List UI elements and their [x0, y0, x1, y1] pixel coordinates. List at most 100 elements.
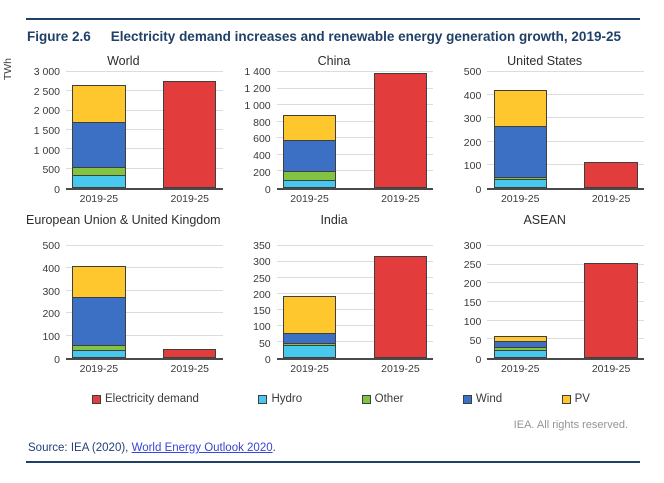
chart-title: India	[320, 213, 348, 227]
y-tick-label: 400	[42, 262, 60, 275]
y-axis-tick-labels: 0 50 100 150 200 250 300	[445, 240, 487, 366]
bar-segment-hydro	[282, 179, 337, 188]
y-tick-label: 400	[463, 89, 482, 102]
hydro-swatch-icon	[258, 394, 268, 404]
chart-title: ASEAN	[523, 213, 566, 227]
gridline	[276, 325, 434, 326]
source-prefix: Source: IEA (2020),	[28, 442, 132, 454]
bar-segment-electricity-demand	[584, 263, 638, 358]
y-tick-label: 300	[42, 285, 60, 298]
stacked-renewables-bar	[282, 115, 337, 188]
stacked-renewables-bar	[493, 336, 547, 358]
bar-segment-hydro	[72, 350, 126, 358]
plot-area	[487, 71, 644, 190]
electricity-demand-bar	[163, 348, 217, 358]
stacked-renewables-bar	[493, 90, 547, 188]
y-axis-tick-labels: 0 50 100 150 200 250 300 350	[235, 240, 277, 366]
electricity-demand-swatch-icon	[92, 394, 101, 404]
charts-area: TWh World 0 500 1 000 1 500 2 000 2 500 3 000 20…	[0, 44, 664, 377]
x-axis-tick-labels: 2019-25 2019-25	[277, 190, 434, 207]
gridline	[276, 277, 434, 278]
figure-label: Figure 2.6	[27, 29, 91, 44]
chart-title: World	[107, 54, 140, 68]
x-tick-label: 2019-25	[170, 363, 210, 375]
x-tick-label: 2019-25	[381, 363, 420, 375]
gridline	[487, 71, 644, 72]
x-tick-label: 2019-25	[381, 193, 420, 205]
bar-segment-hydro	[493, 178, 547, 188]
gridline	[66, 267, 223, 269]
bar-segment-hydro	[493, 350, 547, 358]
bottom-divider	[26, 461, 640, 463]
legend-label: Wind	[475, 393, 503, 405]
bar-segment-electricity-demand	[373, 72, 428, 188]
gridline	[487, 245, 644, 246]
x-tick-label: 2019-25	[591, 363, 631, 375]
legend-label: Electricity demand	[105, 393, 199, 405]
gridline	[487, 140, 644, 142]
legend-label: PV	[574, 393, 590, 405]
bar-segment-pv	[72, 85, 126, 124]
x-tick-label: 2019-25	[79, 363, 119, 375]
plot-area	[66, 71, 223, 190]
y-tick-label: 250	[463, 259, 482, 271]
bar-segment-electricity-demand	[163, 81, 217, 188]
gridline	[487, 338, 644, 340]
bar-segment-hydro	[72, 174, 126, 188]
chart-panel-china: China 0 200 400 600 800 1 000 1 200 1 400 2019-25…	[235, 54, 434, 207]
rights-notice: IEA. All rights reserved.	[513, 419, 628, 431]
x-axis-tick-labels: 2019-25 2019-25	[487, 360, 644, 377]
y-tick-label: 0	[264, 354, 271, 366]
source-line: Source: IEA (2020), World Energy Outlook…	[28, 442, 664, 454]
y-tick-label: 2 500	[33, 85, 60, 98]
figure-title: Electricity demand increases and renewab…	[110, 29, 621, 44]
gridline	[276, 137, 434, 139]
legend-item-hydro: Hydro	[258, 393, 302, 405]
plot-area	[276, 245, 434, 360]
y-tick-label: 200	[463, 136, 482, 149]
bar-segment-wind	[282, 139, 337, 173]
y-tick-label: 200	[253, 288, 271, 301]
gridline	[66, 289, 223, 291]
y-tick-label: 350	[253, 240, 271, 252]
y-tick-label: 100	[42, 331, 60, 344]
source-link[interactable]: World Energy Outlook 2020	[131, 442, 273, 454]
y-tick-label: 500	[42, 240, 60, 252]
x-axis-tick-labels: 2019-25 2019-25	[66, 360, 223, 377]
bar-segment-electricity-demand	[584, 162, 638, 188]
x-tick-label: 2019-25	[500, 193, 540, 205]
y-tick-label: 1 500	[33, 125, 60, 137]
x-tick-label: 2019-25	[500, 363, 540, 375]
y-tick-label: 1 400	[244, 66, 271, 78]
gridline	[66, 245, 223, 246]
x-axis-tick-labels: 2019-25 2019-25	[487, 190, 644, 207]
gridline	[276, 120, 434, 122]
y-tick-label: 300	[463, 113, 482, 126]
electricity-demand-bar	[584, 162, 638, 188]
y-tick-label: 200	[253, 167, 271, 180]
chart-panel-world: World 0 500 1 000 1 500 2 000 2 500 3 000 2019-2…	[24, 54, 223, 207]
gridline	[66, 167, 223, 169]
legend-item-pv: PV	[561, 393, 590, 405]
y-tick-label: 800	[253, 116, 271, 129]
stacked-renewables-bar	[72, 265, 126, 358]
legend-label: Hydro	[271, 393, 303, 405]
gridline	[487, 319, 644, 321]
y-tick-label: 200	[463, 278, 482, 291]
y-tick-label: 0	[54, 354, 60, 366]
y-tick-label: 500	[42, 164, 60, 177]
x-tick-label: 2019-25	[290, 363, 329, 375]
gridline	[66, 312, 223, 314]
legend-item-wind: Wind	[462, 393, 503, 405]
stacked-renewables-bar	[72, 85, 126, 188]
gridline	[276, 261, 434, 262]
y-tick-label: 3 000	[33, 66, 60, 78]
plot-area	[276, 71, 434, 190]
gridline	[276, 293, 434, 294]
gridline	[66, 148, 223, 150]
gridline	[276, 153, 434, 155]
x-tick-label: 2019-25	[290, 193, 329, 205]
x-axis-tick-labels: 2019-25 2019-25	[66, 190, 223, 207]
gridline	[276, 71, 434, 72]
chart-legend: Electricity demand Hydro Other Wind PV	[92, 393, 590, 405]
